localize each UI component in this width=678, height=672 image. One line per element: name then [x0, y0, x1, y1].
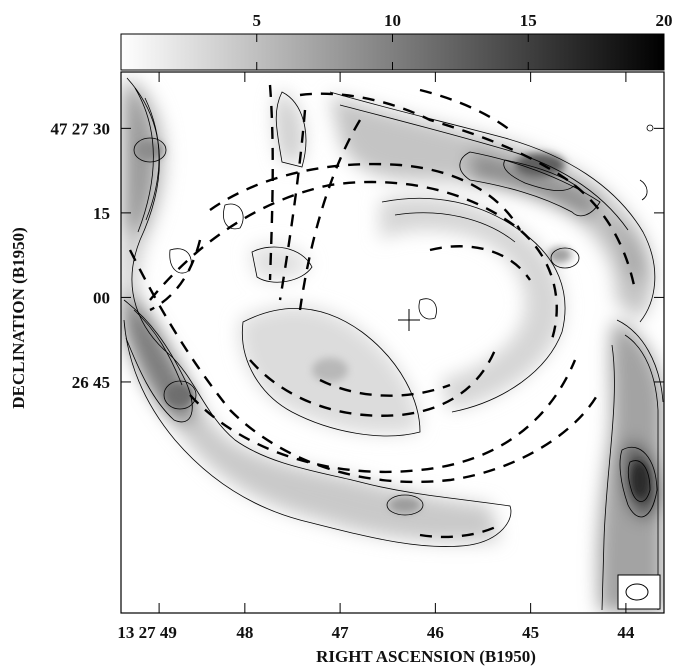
contours — [123, 77, 664, 611]
y-axis-ticks: 47 27 30 15 00 26 45 — [51, 119, 664, 392]
y-tick-label: 00 — [93, 288, 110, 307]
spiral-arms — [128, 84, 637, 539]
x-tick-label: 47 — [332, 623, 350, 642]
y-tick-label: 15 — [93, 204, 110, 223]
y-tick-label: 26 45 — [72, 373, 110, 392]
colorbar: 5 10 15 20 — [120, 11, 673, 71]
plot-area — [121, 72, 664, 613]
x-tick-label: 46 — [427, 623, 444, 642]
x-tick-label: 13 27 49 — [117, 623, 177, 642]
x-axis-ticks: 13 27 49 48 47 46 45 44 — [117, 72, 635, 642]
beam-inset — [617, 574, 661, 610]
x-tick-label: 45 — [522, 623, 539, 642]
y-tick-label: 47 27 30 — [51, 119, 111, 138]
colorbar-tick-label: 20 — [656, 11, 673, 30]
y-axis-title: DECLINATION (B1950) — [9, 227, 28, 409]
x-axis-title: RIGHT ASCENSION (B1950) — [316, 647, 536, 666]
x-tick-label: 44 — [617, 623, 635, 642]
colorbar-tick-label: 10 — [384, 11, 401, 30]
x-tick-label: 48 — [236, 623, 253, 642]
colorbar-tick-label: 15 — [520, 11, 537, 30]
plot-frame — [120, 71, 665, 614]
colorbar-tick-label: 5 — [253, 11, 262, 30]
colorbar-ticks: 5 10 15 20 — [253, 11, 673, 70]
center-cross-marker — [398, 309, 420, 331]
